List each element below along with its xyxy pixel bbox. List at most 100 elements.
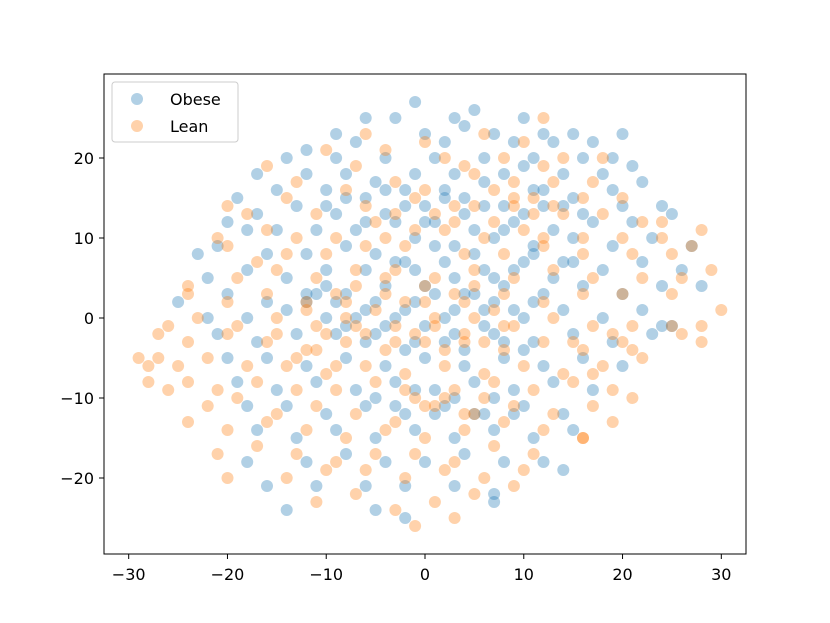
point-lean [349, 280, 362, 292]
point-obese [349, 312, 362, 324]
y-tick-label: 10 [74, 229, 94, 248]
point-lean [310, 272, 323, 284]
point-obese [241, 264, 254, 276]
x-tick-label: −20 [211, 565, 245, 584]
point-lean [478, 472, 491, 484]
point-lean [172, 360, 185, 372]
point-obese [172, 296, 185, 308]
point-obese [340, 320, 352, 332]
point-obese [448, 328, 461, 340]
point-lean [340, 336, 352, 348]
point-obese [300, 296, 313, 308]
point-obese [261, 248, 273, 260]
point-obese [606, 336, 619, 348]
point-lean [488, 184, 501, 196]
point-obese [616, 360, 629, 372]
point-lean [280, 472, 293, 484]
point-lean [251, 256, 264, 268]
point-lean [389, 320, 402, 332]
point-obese [656, 280, 668, 292]
point-obese [438, 312, 451, 324]
point-obese [310, 480, 323, 492]
point-obese [537, 184, 550, 196]
point-lean [547, 312, 560, 324]
point-obese [547, 224, 560, 236]
point-obese [507, 408, 520, 420]
point-obese [359, 336, 372, 348]
point-obese [280, 272, 293, 284]
point-obese [320, 408, 333, 420]
point-obese [498, 336, 510, 348]
point-obese [300, 456, 313, 468]
point-obese [428, 288, 441, 300]
point-lean [448, 200, 461, 212]
point-lean [507, 480, 520, 492]
point-lean [478, 232, 491, 244]
point-obese [419, 280, 431, 292]
point-obese [448, 168, 461, 180]
point-lean [419, 184, 431, 196]
point-lean [596, 152, 609, 164]
point-lean [261, 336, 273, 348]
point-obese [330, 152, 343, 164]
point-lean [310, 208, 323, 220]
point-obese [488, 328, 501, 340]
point-lean [359, 128, 372, 140]
point-obese [478, 320, 491, 332]
point-obese [507, 384, 520, 396]
point-obese [448, 240, 461, 252]
point-obese [537, 360, 550, 372]
point-obese [270, 224, 283, 236]
point-lean [300, 424, 313, 436]
point-obese [626, 160, 639, 172]
point-lean [211, 232, 224, 244]
point-obese [369, 328, 382, 340]
point-obese [359, 400, 372, 412]
point-obese [567, 192, 580, 204]
point-lean [507, 176, 520, 188]
point-lean [507, 192, 520, 204]
point-lean [626, 392, 639, 404]
point-lean [261, 160, 273, 172]
series-lean [132, 112, 728, 532]
point-obese [241, 456, 254, 468]
point-obese [428, 240, 441, 252]
point-lean [577, 232, 589, 244]
point-obese [458, 360, 471, 372]
point-obese [320, 280, 333, 292]
point-obese [636, 304, 649, 316]
point-lean [636, 216, 649, 228]
point-lean [409, 448, 422, 460]
point-lean [300, 304, 313, 316]
point-obese [419, 320, 431, 332]
point-lean [636, 352, 649, 364]
point-obese [320, 200, 333, 212]
point-obese [527, 248, 540, 260]
point-lean [320, 328, 333, 340]
y-tick-label: 0 [84, 309, 94, 328]
point-lean [251, 440, 264, 452]
point-lean [290, 176, 303, 188]
point-obese [359, 264, 372, 276]
point-lean [261, 416, 273, 428]
x-tick-label: 30 [711, 565, 731, 584]
point-obese [468, 224, 481, 236]
point-obese [379, 184, 392, 196]
point-lean [626, 344, 639, 356]
legend-marker-lean [131, 120, 143, 132]
point-lean [379, 344, 392, 356]
point-obese [567, 256, 580, 268]
point-obese [458, 192, 471, 204]
point-obese [389, 400, 402, 412]
point-lean [468, 488, 481, 500]
point-lean [231, 272, 244, 284]
point-obese [379, 152, 392, 164]
point-obese [330, 128, 343, 140]
point-obese [517, 400, 530, 412]
point-obese [369, 432, 382, 444]
point-lean [290, 232, 303, 244]
point-obese [399, 408, 412, 420]
point-obese [616, 200, 629, 212]
point-lean [320, 368, 333, 380]
point-lean [152, 328, 165, 340]
